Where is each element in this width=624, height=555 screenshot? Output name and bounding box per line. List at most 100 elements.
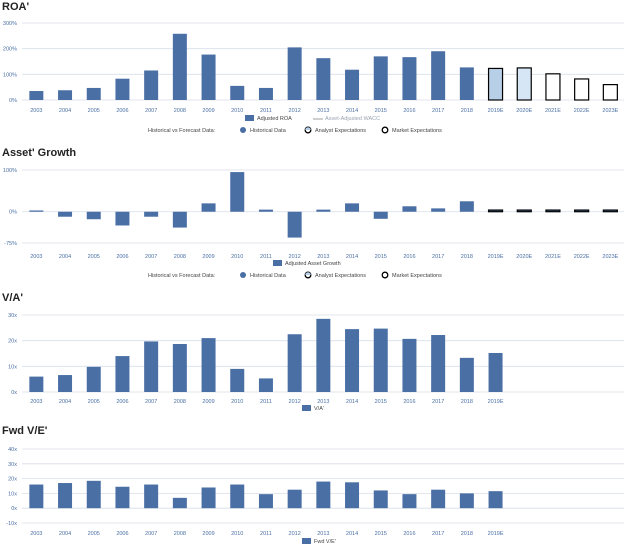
legend-forecast-heading: Historical vs Forecast Data: [148,273,216,279]
y-tick-label: 100% [3,72,17,78]
bar-2008 [172,211,187,228]
bar-2006 [115,78,130,100]
bar-2018 [459,201,474,212]
legend-market-dot [381,126,389,134]
bar-2003 [29,484,44,509]
bar-2012 [287,47,302,100]
x-tick-label: 2015 [375,531,387,537]
bar-2021E [545,209,561,213]
x-tick-label: 2003 [30,531,42,537]
bar-2020E [516,209,532,213]
x-tick-label: 2012 [289,108,301,114]
legend-forecast-label: Historical Data [250,273,287,279]
legend-swatch [302,405,311,411]
bar-2006 [115,211,130,226]
bar-2016 [402,338,417,392]
x-tick-label: 2008 [174,254,186,260]
x-tick-label: 2003 [30,399,42,405]
x-tick-label: 2007 [145,531,157,537]
x-tick-label: 2019E [488,108,504,114]
x-tick-label: 2017 [432,254,444,260]
y-tick-label: 30x [8,313,17,319]
bar-2017 [431,335,446,392]
x-tick-label: 2014 [346,254,358,260]
x-tick-label: 2010 [231,254,243,260]
bar-2015 [373,211,388,219]
x-tick-label: 2015 [375,254,387,260]
bar-2008 [172,33,187,100]
bar-2012 [287,489,302,509]
bar-2003 [29,210,44,212]
bar-2011 [258,494,273,509]
y-tick-label: 300% [3,21,17,27]
bar-2007 [144,484,159,509]
bar-2003 [29,376,44,392]
x-tick-label: 2013 [317,531,329,537]
bar-2006 [115,356,130,392]
x-tick-label: 2018 [461,399,473,405]
legend-forecast-label: Analyst Expectations [315,273,366,279]
bar-2004 [58,211,73,217]
chart-panel-3: V/A' 0x 10x 20x 30x 2003 2004 2005 2006 2007 2008 2… [2,292,624,412]
chart-panel-2: Asset' Growth -75% 0% 100% 2003 2004 2005 2006 2… [2,147,624,279]
x-tick-label: 2004 [59,108,71,114]
x-tick-label: 2011 [260,531,272,537]
bar-2005 [86,87,101,100]
x-tick-label: 2011 [260,399,272,405]
bar-2010 [230,172,245,212]
bar-2017 [431,208,446,212]
bar-2007 [144,211,159,217]
chart-title: Asset' Growth [2,147,76,159]
x-tick-label: 2013 [317,108,329,114]
chart-panel-4: Fwd V/E' -10x 0x 10x 20x 30x 40x 2003 2004 2005 20… [2,425,624,545]
x-tick-label: 2018 [461,254,473,260]
x-tick-label: 2015 [375,399,387,405]
bar-2013 [316,481,331,509]
x-tick-label: 2004 [59,531,71,537]
x-tick-label: 2021E [545,108,561,114]
x-tick-label: 2014 [346,108,358,114]
y-tick-label: 0x [11,506,17,512]
bar-2019E [488,491,503,509]
x-tick-label: 2013 [317,399,329,405]
y-tick-label: -10x [6,521,17,527]
bar-2009 [201,203,216,212]
bar-2016 [402,206,417,212]
bar-2011 [258,378,273,392]
x-tick-label: 2010 [231,531,243,537]
legend-market-dot [381,271,389,279]
x-tick-label: 2008 [174,399,186,405]
bar-2015 [373,490,388,509]
x-tick-label: 2017 [432,108,444,114]
x-tick-label: 2023E [602,108,618,114]
x-tick-label: 2018 [461,531,473,537]
bar-2023E [602,83,618,101]
x-tick-label: 2010 [231,399,243,405]
x-tick-label: 2022E [574,108,590,114]
chart-panel-1: ROA' 0% 100% 200% 300% 2003 2004 2005 2006 2007 20… [2,1,624,134]
legend-swatch [245,115,254,121]
x-tick-label: 2012 [289,399,301,405]
legend-label: V/A' [314,406,324,412]
x-tick-label: 2017 [432,399,444,405]
bar-2019E [487,209,504,213]
x-tick-label: 2019E [488,254,504,260]
x-tick-label: 2013 [317,254,329,260]
x-tick-label: 2006 [116,108,128,114]
legend-forecast-label: Market Expectations [392,273,442,279]
x-tick-label: 2010 [231,108,243,114]
legend-analyst-fill [305,272,311,275]
bar-2012 [287,211,302,238]
legend-swatch [273,260,282,266]
x-tick-label: 2008 [174,531,186,537]
x-tick-label: 2004 [59,254,71,260]
x-tick-label: 2012 [289,531,301,537]
x-tick-label: 2009 [202,399,214,405]
x-tick-label: 2007 [145,108,157,114]
x-tick-label: 2008 [174,108,186,114]
bar-2009 [201,54,216,100]
x-tick-label: 2011 [260,254,272,260]
chart-title: ROA' [2,1,29,13]
bar-2006 [115,486,130,509]
x-tick-label: 2014 [346,531,358,537]
